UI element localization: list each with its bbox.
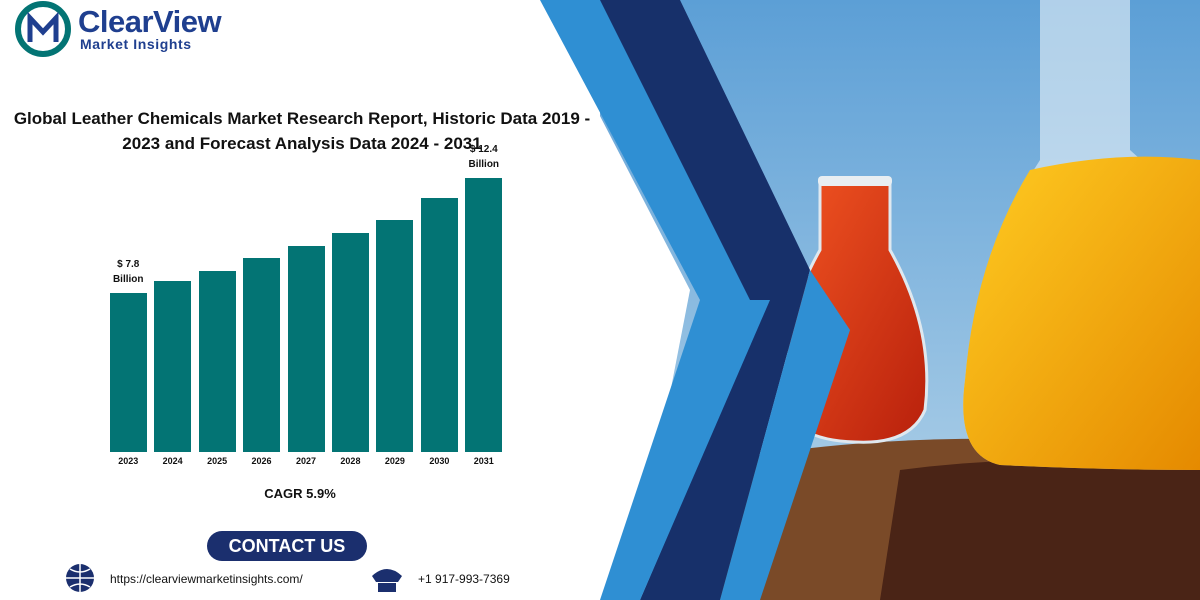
bar (109, 293, 147, 452)
website-link[interactable]: https://clearviewmarketinsights.com/ (110, 572, 303, 586)
tagline: Market Insights (80, 36, 192, 52)
x-tick-label: 2024 (162, 456, 183, 466)
bar (376, 220, 414, 452)
bar (331, 233, 369, 452)
bar (465, 177, 503, 452)
chart-title: Global Leather Chemicals Market Research… (13, 109, 591, 153)
data-label: $ 7.8 Billion (112, 259, 144, 286)
contact-button[interactable]: CONTACT US (207, 531, 367, 561)
x-tick-label: 2029 (384, 456, 405, 466)
x-tick-label: 2023 (118, 456, 139, 466)
bar (198, 270, 236, 452)
x-tick-label: 2030 (429, 456, 450, 466)
bar (420, 197, 458, 452)
phone-number: +1 917-993-7369 (418, 572, 510, 586)
bar (243, 258, 281, 452)
x-tick-label: 2025 (207, 456, 228, 466)
x-tick-label: 2027 (295, 456, 317, 466)
annotation: CAGR 5.9% (264, 486, 336, 501)
data-label: $ 12.4 Billion (468, 143, 500, 170)
x-tick-label: 2028 (340, 456, 361, 466)
plot-area: 2023 $ 7.8 Billion 2024 2025 2026 2027 2028 202… (106, 144, 506, 466)
x-tick-label: 2031 (473, 456, 494, 466)
bar (287, 245, 325, 452)
bar (154, 280, 192, 452)
x-tick-label: 2026 (251, 456, 272, 466)
brand: ClearView (78, 4, 222, 39)
